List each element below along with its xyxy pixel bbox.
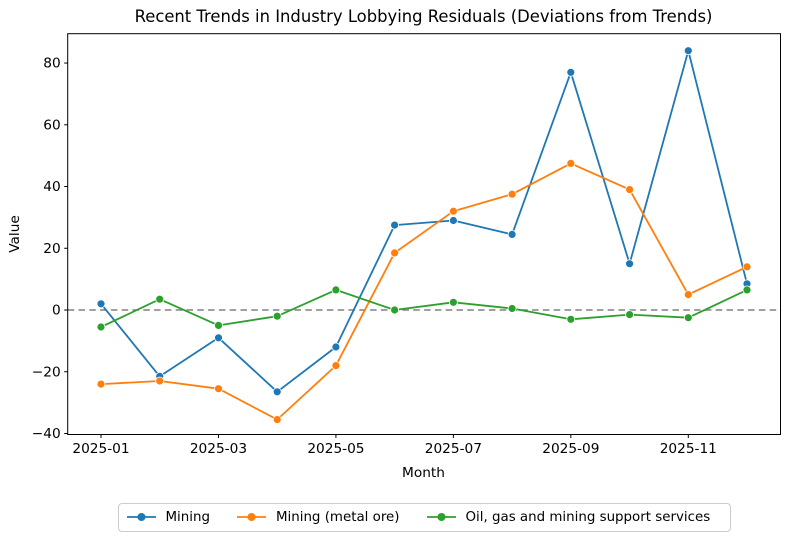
x-tick-label: 2025-05 [307, 441, 364, 457]
series-line-2 [100, 288, 748, 328]
legend-line-sample [426, 513, 456, 521]
x-tick-label: 2025-03 [190, 441, 247, 457]
data-point [566, 67, 576, 77]
data-point [683, 46, 693, 56]
legend-sample-marker [437, 513, 445, 521]
data-point [625, 185, 634, 195]
series-group [96, 46, 752, 425]
x-tick-label: 2025-09 [542, 441, 599, 457]
data-point [155, 294, 165, 304]
legend-item-1: Mining (metal ore) [236, 509, 400, 525]
data-point [507, 229, 517, 239]
tick-labels-group: −40 −20 0 20 40 60 80 2025-01 2025-03 2025-05 2025… [32, 56, 717, 457]
data-point [742, 285, 752, 295]
x-tick-label: 2025-11 [660, 441, 717, 457]
data-point [390, 305, 400, 315]
data-point [331, 361, 341, 371]
series-line-0 [100, 49, 748, 393]
y-tick-label: 80 [43, 56, 60, 72]
x-axis-label: Month [402, 465, 445, 481]
legend: Mining Mining (metal ore) Oil, gas and min… [117, 502, 731, 532]
legend-label: Mining (metal ore) [275, 509, 400, 525]
data-point [272, 387, 282, 397]
data-point [625, 259, 634, 269]
legend-sample-marker [137, 513, 145, 521]
data-point [155, 376, 165, 386]
data-point [448, 297, 458, 307]
y-tick-label: −20 [32, 364, 61, 380]
data-point [390, 220, 400, 230]
data-point [448, 206, 458, 216]
legend-label: Mining [165, 509, 210, 525]
data-point [683, 313, 693, 323]
data-point [272, 415, 282, 425]
data-point [272, 311, 282, 321]
series-line-1 [100, 162, 748, 421]
y-tick-label: 60 [43, 117, 60, 133]
legend-item-0: Mining [126, 509, 210, 525]
data-point [96, 379, 106, 389]
legend-sample-marker [247, 513, 256, 521]
y-tick-label: 20 [43, 241, 60, 257]
data-point [566, 314, 576, 324]
y-tick-label: −40 [32, 426, 61, 442]
data-point [96, 299, 106, 309]
data-point [331, 285, 341, 295]
legend-line-sample [236, 513, 266, 521]
data-point [507, 304, 517, 313]
data-point [331, 342, 341, 352]
data-point [742, 262, 752, 272]
data-point [214, 384, 223, 394]
legend-label: Oil, gas and mining support services [465, 509, 711, 525]
data-point [507, 189, 517, 199]
data-point [96, 322, 106, 332]
plot-border [67, 33, 781, 435]
data-point [566, 158, 576, 168]
data-point [625, 310, 634, 320]
legend-item-2: Oil, gas and mining support services [426, 509, 711, 525]
data-point [448, 216, 458, 225]
data-point [214, 333, 223, 343]
x-tick-label: 2025-01 [72, 441, 129, 457]
legend-line-sample [126, 513, 156, 521]
x-tick-label: 2025-07 [425, 441, 482, 457]
data-point [214, 320, 223, 330]
axes-group [64, 33, 781, 438]
chart-title: Recent Trends in Industry Lobbying Resid… [134, 7, 713, 26]
data-point [683, 290, 693, 300]
y-tick-label: 40 [43, 179, 60, 195]
data-point [390, 248, 400, 258]
y-tick-label: 0 [52, 303, 61, 319]
